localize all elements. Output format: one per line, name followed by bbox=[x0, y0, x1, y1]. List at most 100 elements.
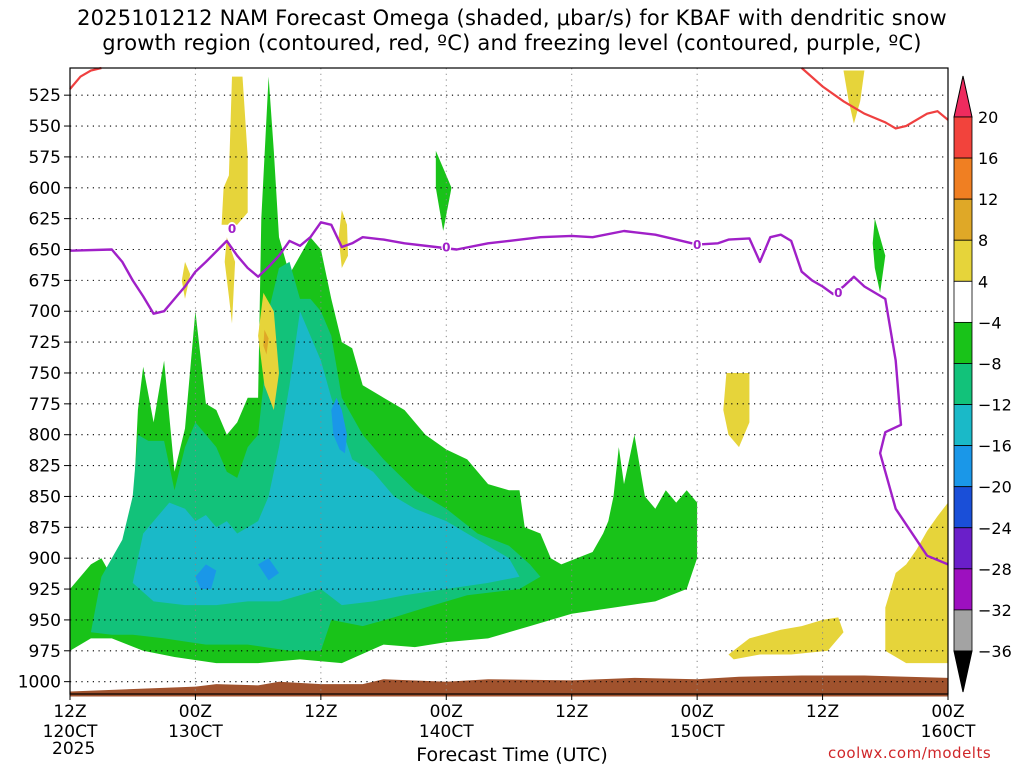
freezing-level-label: 0 bbox=[442, 241, 450, 255]
y-tick-label: 775 bbox=[29, 395, 61, 415]
y-tick-label: 925 bbox=[29, 580, 61, 600]
contours: 0 0 0 0 bbox=[69, 66, 949, 566]
y-axis: 525 550 575 600 625 650 675 700 725 750 775 800 825 8… bbox=[18, 86, 70, 693]
omega-pos4-region bbox=[258, 292, 279, 410]
chart-title-line1: 2025101212 NAM Forecast Omega (shaded, μ… bbox=[77, 6, 947, 30]
freezing-label-bg-3 bbox=[692, 238, 703, 252]
y-tick-label: 850 bbox=[29, 487, 61, 507]
y-tick-label: 700 bbox=[29, 302, 61, 322]
colorbar-label: 8 bbox=[978, 231, 988, 250]
omega-neg4-region bbox=[872, 218, 886, 293]
freezing-level-label: 0 bbox=[834, 286, 842, 300]
omega-pos8-region bbox=[263, 329, 269, 355]
colorbar-label: 4 bbox=[978, 272, 988, 291]
omega-pos4-region bbox=[723, 373, 750, 448]
y-tick-label: 875 bbox=[29, 518, 61, 538]
x-tick-label: 12Z bbox=[555, 702, 588, 722]
y-tick-label: 900 bbox=[29, 549, 61, 569]
x-tick-label: 00Z bbox=[681, 702, 714, 722]
colorbar-label: −20 bbox=[978, 478, 1012, 497]
y-tick-label: 1000 bbox=[18, 673, 61, 693]
y-tick-label: 575 bbox=[29, 148, 61, 168]
x-tick-date-label: 160CT bbox=[921, 722, 976, 742]
colorbar-box bbox=[953, 198, 973, 241]
colorbar-box bbox=[953, 157, 973, 200]
omega-neg12-region bbox=[132, 311, 520, 606]
colorbar-label: −24 bbox=[978, 519, 1012, 538]
colorbar-top-arrow bbox=[953, 75, 973, 118]
freezing-label-bg-2 bbox=[441, 240, 452, 254]
colorbar-box bbox=[953, 568, 973, 611]
colorbar-label: −36 bbox=[978, 642, 1012, 661]
year-label: 2025 bbox=[52, 739, 96, 759]
colorbar-label: −28 bbox=[978, 560, 1012, 579]
colorbar-box bbox=[953, 527, 973, 570]
x-tick-label: 00Z bbox=[931, 702, 964, 722]
x-axis-title: Forecast Time (UTC) bbox=[416, 744, 608, 766]
x-tick-label: 12Z bbox=[304, 702, 337, 722]
terrain-fill bbox=[70, 675, 948, 697]
colorbar-bottom-arrow bbox=[953, 650, 973, 693]
omega-neg16-region bbox=[258, 558, 279, 581]
chart-title: 2025101212 NAM Forecast Omega (shaded, μ… bbox=[0, 6, 1024, 56]
y-tick-label: 750 bbox=[29, 364, 61, 384]
y-tick-label: 725 bbox=[29, 333, 61, 353]
colorbar-box bbox=[953, 321, 973, 364]
colorbar-box bbox=[953, 445, 973, 488]
colorbar-label: −4 bbox=[978, 313, 1002, 332]
x-tick-date-label: 150CT bbox=[670, 722, 725, 742]
freezing-label-bg-1 bbox=[227, 222, 238, 236]
colorbar-box bbox=[953, 363, 973, 405]
colorbar-label: −12 bbox=[978, 396, 1012, 415]
omega-pos4-region bbox=[885, 502, 948, 664]
dgz-contour-2 bbox=[800, 67, 949, 130]
omega-neg16-region bbox=[195, 564, 217, 589]
y-tick-label: 800 bbox=[29, 426, 61, 446]
y-tick-label: 975 bbox=[29, 642, 61, 662]
colorbar-box bbox=[953, 404, 973, 447]
x-tick-date-label: 120CT bbox=[43, 722, 98, 742]
x-tick-date-label: 140CT bbox=[419, 722, 474, 742]
y-tick-label: 625 bbox=[29, 210, 61, 230]
colorbar-box bbox=[953, 239, 973, 282]
colorbar-label: 16 bbox=[978, 149, 998, 168]
dgz-contour-1 bbox=[69, 66, 102, 90]
y-tick-label: 675 bbox=[29, 271, 61, 291]
freezing-level-line bbox=[69, 221, 949, 566]
grid bbox=[70, 68, 948, 694]
omega-pos4-region bbox=[843, 70, 865, 124]
x-tick-label: 12Z bbox=[806, 702, 839, 722]
x-tick-label: 12Z bbox=[53, 702, 86, 722]
omega-pos4-region bbox=[221, 76, 248, 225]
x-tick-label: 00Z bbox=[430, 702, 463, 722]
watermark: coolwx.com/modelts bbox=[828, 744, 992, 762]
colorbar-label: −32 bbox=[978, 601, 1012, 620]
colorbar-box bbox=[953, 116, 973, 159]
y-tick-label: 650 bbox=[29, 241, 61, 261]
y-tick-label: 550 bbox=[29, 117, 61, 137]
x-tick-date-label: 130CT bbox=[168, 722, 223, 742]
omega-neg16-region bbox=[331, 397, 347, 454]
omega-neg4-region bbox=[435, 150, 452, 231]
colorbar-label: 20 bbox=[978, 108, 998, 127]
omega-pos4-region bbox=[338, 210, 348, 268]
colorbar-label: −8 bbox=[978, 354, 1002, 373]
colorbar-box bbox=[953, 280, 973, 323]
y-tick-label: 950 bbox=[29, 611, 61, 631]
x-tick-label: 00Z bbox=[179, 702, 212, 722]
colorbar: 20 16 12 8 4 −4 −8 −12 −16 −20 −24 −28 −32 −36 bbox=[953, 75, 1012, 693]
y-tick-label: 525 bbox=[29, 86, 61, 106]
omega-shading bbox=[70, 70, 948, 697]
colorbar-label: −16 bbox=[978, 437, 1012, 456]
y-tick-label: 600 bbox=[29, 179, 61, 199]
chart-title-line2: growth region (contoured, red, ºC) and f… bbox=[102, 31, 922, 55]
plot-frame bbox=[69, 67, 949, 695]
y-tick-label: 825 bbox=[29, 457, 61, 477]
omega-pos4-region bbox=[728, 617, 844, 660]
colorbar-label: 12 bbox=[978, 190, 998, 209]
colorbar-box bbox=[953, 486, 973, 529]
colorbar-box bbox=[953, 609, 973, 652]
freezing-level-label: 0 bbox=[693, 238, 701, 252]
